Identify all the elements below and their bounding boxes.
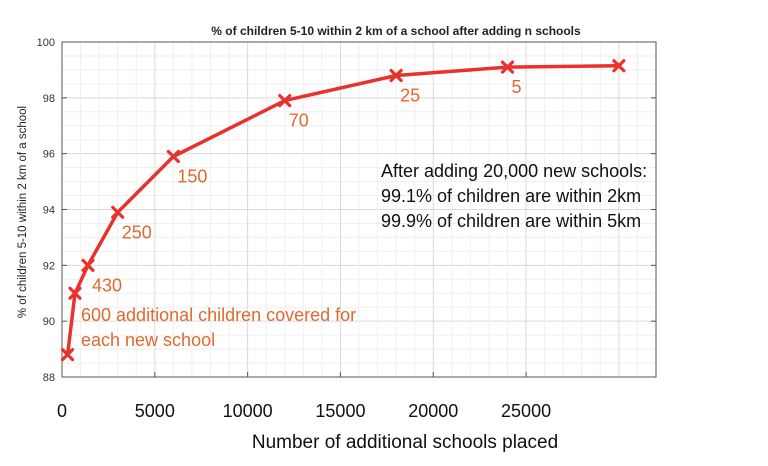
y-axis-ticks: 88 90 92 94 96 98 100	[37, 37, 656, 384]
annotation-orange-line2: each new school	[81, 330, 215, 350]
point-marker-stroke	[278, 94, 292, 108]
x-tick-label: 0	[57, 401, 67, 421]
x-tick-label: 10000	[223, 401, 273, 421]
x-tick-label: 20000	[408, 401, 458, 421]
y-tick-label: 92	[43, 260, 55, 272]
point-marker-stroke	[60, 348, 75, 362]
data-point	[68, 286, 82, 300]
point-marker-stroke	[166, 149, 180, 164]
chart-title: % of children 5-10 within 2 km of a scho…	[211, 24, 581, 38]
point-marker-stroke	[111, 205, 125, 219]
data-label: 70	[289, 111, 309, 131]
annotation-black-line2: 99.1% of children are within 2km	[381, 186, 641, 206]
data-point	[278, 94, 292, 108]
x-tick-label: 25000	[501, 401, 551, 421]
y-tick-label: 88	[43, 372, 55, 384]
data-label: 430	[92, 275, 122, 295]
x-axis-label: Number of additional schools placed	[252, 432, 558, 453]
data-label: 150	[177, 166, 207, 186]
data-point	[60, 348, 75, 362]
data-point	[500, 60, 515, 74]
annotation-orange-line1: 600 additional children covered for	[81, 305, 356, 325]
annotation-black-line1: After adding 20,000 new schools:	[381, 161, 647, 181]
data-label: 250	[122, 222, 152, 242]
y-tick-label: 94	[43, 205, 55, 217]
data-point	[111, 205, 125, 219]
point-marker-stroke	[389, 68, 403, 83]
data-label: 25	[400, 86, 420, 106]
y-tick-label: 98	[43, 93, 55, 105]
data-point	[166, 149, 180, 164]
x-axis-ticks: 0 5000 10000 15000 20000 25000	[57, 372, 551, 421]
x-tick-label: 5000	[135, 401, 175, 421]
point-labels: 430 250 150 70 25 5	[92, 77, 522, 295]
x-tick-label: 15000	[315, 401, 365, 421]
y-tick-label: 100	[37, 37, 55, 49]
data-point	[81, 258, 95, 272]
point-marker-stroke	[500, 60, 515, 74]
data-point	[612, 59, 626, 73]
point-marker-stroke	[81, 258, 95, 272]
point-marker-stroke	[612, 59, 626, 73]
y-axis-label: % of children 5-10 within 2 km of a scho…	[17, 106, 29, 318]
data-point	[389, 68, 403, 83]
point-marker-stroke	[68, 286, 82, 300]
annotation-black-line3: 99.9% of children are within 5km	[381, 211, 641, 231]
series	[60, 59, 626, 362]
y-tick-label: 90	[43, 316, 55, 328]
y-tick-label: 96	[43, 149, 55, 161]
data-label: 5	[512, 77, 522, 97]
